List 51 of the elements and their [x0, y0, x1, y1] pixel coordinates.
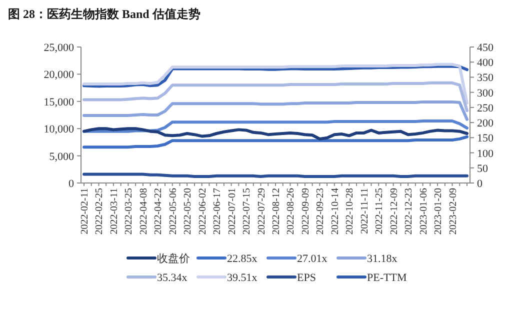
legend-label: 31.18x	[367, 253, 398, 265]
y2-tick-label: 150	[477, 132, 494, 145]
y2-tick-label: 200	[477, 118, 494, 130]
y-tick-label: 20,000	[44, 69, 74, 82]
x-tick-label: 2022-05-06	[168, 188, 179, 235]
x-tick-label: 2022-09-23	[315, 188, 326, 235]
x-tick-label: 2023-02-09	[448, 188, 459, 235]
x-tick-label: 2022-09-09	[300, 188, 312, 235]
x-tick-label: 2023-01-20	[433, 188, 444, 235]
x-tick-label: 2022-03-25	[124, 188, 135, 235]
x-tick-label: 2022-06-02	[197, 188, 208, 235]
y-tick-label: 0	[68, 178, 74, 190]
x-tick-label: 2022-12-09	[388, 188, 400, 235]
x-tick-label: 2023-01-06	[418, 188, 430, 235]
y2-tick-label: 400	[477, 57, 494, 70]
x-tick-label: 2022-12-23	[404, 188, 415, 235]
x-tick-label: 2022-02-11	[80, 188, 90, 234]
x-tick-label: 2022-07-29	[256, 188, 268, 235]
y2-tick-label: 50	[477, 162, 488, 175]
legend-label: PE-TTM	[367, 272, 407, 284]
x-tick-label: 2022-05-20	[182, 188, 194, 235]
y2-tick-label: 0	[477, 178, 483, 190]
chart-title: 图 28：医药生物指数 Band 估值走势	[8, 7, 200, 21]
y2-tick-label: 250	[477, 102, 494, 114]
y2-tick-label: 350	[477, 72, 494, 84]
x-tick-label: 2022-07-01	[226, 188, 238, 235]
x-tick-label: 2022-08-12	[271, 188, 282, 235]
x-tick-label: 2022-04-08	[138, 188, 150, 235]
y2-tick-label: 300	[477, 87, 494, 100]
legend-label: 收盘价	[157, 253, 190, 265]
legend-label: 35.34x	[157, 272, 188, 284]
x-tick-label: 2022-08-26	[286, 188, 297, 235]
y-tick-label: 25,000	[44, 42, 74, 54]
x-tick-label: 2022-04-22	[153, 188, 164, 235]
y-tick-label: 15,000	[44, 96, 74, 108]
x-tick-label: 2022-11-11	[359, 188, 370, 234]
x-tick-label: 2022-10-14	[330, 188, 341, 235]
x-tick-label: 2022-06-17	[212, 188, 224, 235]
x-tick-label: 2022-07-15	[242, 188, 253, 235]
y-tick-label: 10,000	[44, 124, 74, 136]
legend-label: 22.85x	[227, 253, 258, 265]
legend-label: 27.01x	[297, 253, 328, 265]
y2-tick-label: 100	[477, 148, 494, 160]
x-tick-label: 2022-02-25	[94, 188, 106, 235]
y-tick-label: 5,000	[49, 150, 74, 163]
legend-label: 39.51x	[227, 272, 258, 284]
x-tick-label: 2022-10-28	[344, 188, 356, 235]
x-tick-label: 2022-11-25	[374, 188, 386, 234]
legend-label: EPS	[297, 272, 316, 284]
x-tick-label: 2022-03-11	[108, 188, 120, 234]
y2-tick-label: 450	[477, 42, 494, 54]
